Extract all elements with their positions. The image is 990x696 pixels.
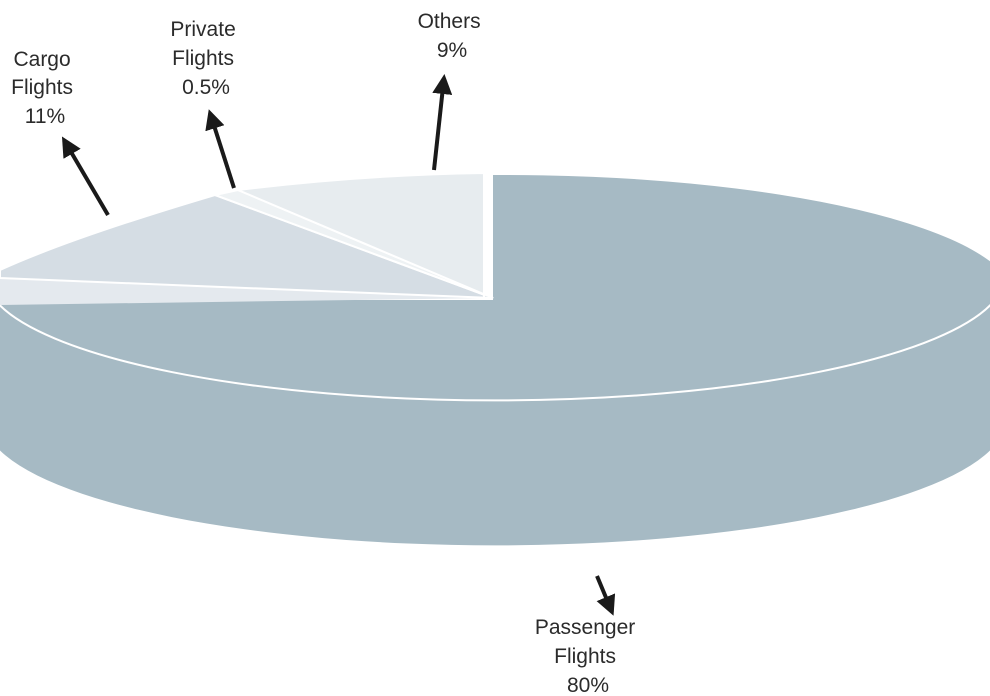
pie-rim-line	[0, 304, 990, 402]
others-arrow	[432, 74, 453, 171]
pie-slice-cargo-flights	[0, 193, 494, 299]
pie-side-wall	[0, 305, 990, 546]
pie-slice-cargo-lip	[0, 278, 493, 305]
private-arrow	[205, 109, 236, 189]
passenger-label: Passenger Flights 80%	[535, 616, 641, 696]
pie-slice-others	[234, 171, 494, 299]
cargo-arrow	[61, 136, 110, 217]
pie-slice-passenger-flights	[0, 174, 990, 425]
passenger-arrow	[595, 575, 616, 616]
cargo-label: Cargo Flights 11%	[11, 48, 79, 128]
others-label: Others 9%	[418, 10, 487, 62]
private-label: Private Flights 0.5%	[170, 18, 241, 99]
